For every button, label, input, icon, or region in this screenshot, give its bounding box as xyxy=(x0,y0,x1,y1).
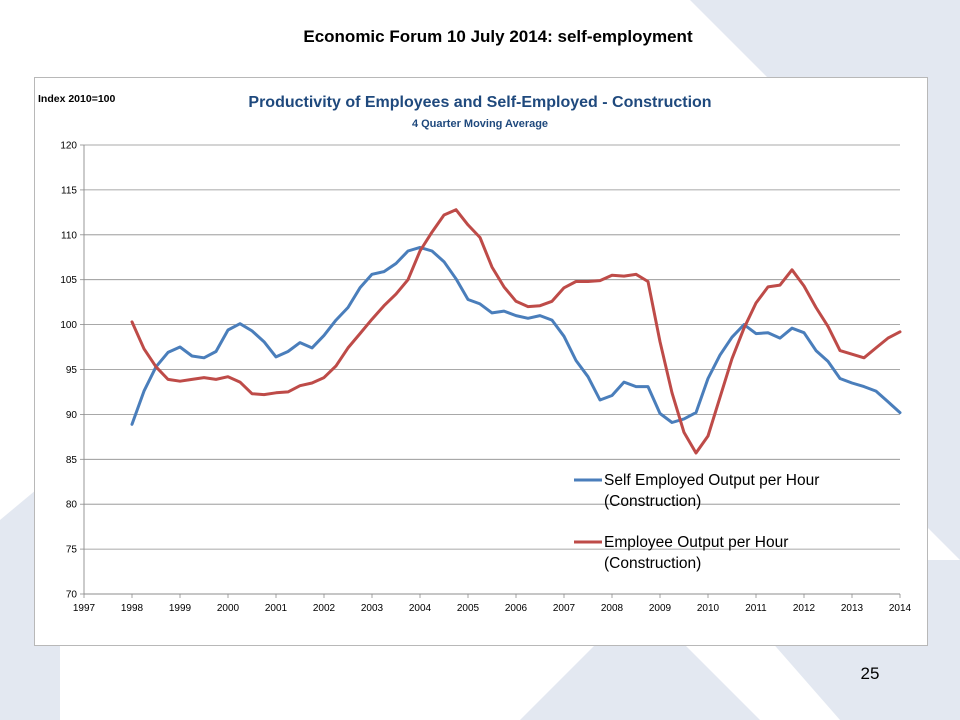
x-tick-label: 2004 xyxy=(409,603,432,614)
x-tick-label: 2009 xyxy=(649,603,672,614)
x-tick-label: 2014 xyxy=(889,603,912,614)
y-tick-label: 120 xyxy=(60,141,77,152)
chart-frame xyxy=(34,77,928,646)
y-axis-unit-label: Index 2010=100 xyxy=(38,93,116,105)
background-chevron-shape xyxy=(520,600,760,720)
x-tick-label: 2008 xyxy=(601,603,624,614)
axes xyxy=(80,144,901,598)
x-tick-label: 2006 xyxy=(505,603,528,614)
chart-title: Productivity of Employees and Self-Emplo… xyxy=(248,94,711,111)
x-tick-label: 2013 xyxy=(841,603,864,614)
x-tick-label: 2002 xyxy=(313,603,336,614)
y-tick-label: 90 xyxy=(66,410,78,421)
self-employed-series-line xyxy=(130,245,902,426)
x-tick-label: 1998 xyxy=(121,603,144,614)
line-chart: Index 2010=100 Productivity of Employees… xyxy=(38,93,912,615)
background-chevron-shape xyxy=(690,0,960,300)
x-tick-label: 2011 xyxy=(745,603,767,614)
x-tick-label: 2003 xyxy=(361,603,384,614)
y-tick-label: 105 xyxy=(60,275,77,286)
y-tick-label: 110 xyxy=(61,230,77,241)
y-tick-label: 70 xyxy=(66,590,78,601)
legend-entry-label: Self Employed Output per Hour (Constructi… xyxy=(604,472,819,510)
y-tick-label: 80 xyxy=(66,500,78,511)
legend-entry-label: Employee Output per Hour (Construction) xyxy=(604,534,788,572)
x-tick-label: 1999 xyxy=(169,603,192,614)
legend: Self Employed Output per Hour (Constructi… xyxy=(574,472,819,572)
chart-subtitle: 4 Quarter Moving Average xyxy=(412,118,548,130)
x-tick-label: 2000 xyxy=(217,603,240,614)
page-number: 25 xyxy=(860,664,880,683)
x-tick-label: 2005 xyxy=(457,603,480,614)
slide-title: Economic Forum 10 July 2014: self-employ… xyxy=(303,27,693,46)
y-tick-label: 85 xyxy=(66,455,78,466)
x-tick-label: 2001 xyxy=(265,603,288,614)
y-tick-label: 115 xyxy=(61,185,77,196)
employee-series-line xyxy=(130,208,902,455)
y-tick-label: 100 xyxy=(60,320,77,331)
tick-labels: 70 75 80 85 90 95 100 105 110 115 120 1997 1998 1999 2… xyxy=(60,141,911,615)
x-tick-label: 2007 xyxy=(553,603,576,614)
y-tick-label: 95 xyxy=(66,365,78,376)
x-tick-label: 2012 xyxy=(793,603,816,614)
y-tick-label: 75 xyxy=(66,545,78,556)
gridlines xyxy=(84,144,900,550)
series-lines xyxy=(130,208,902,455)
x-tick-label: 2010 xyxy=(697,603,720,614)
x-tick-label: 1997 xyxy=(73,603,96,614)
